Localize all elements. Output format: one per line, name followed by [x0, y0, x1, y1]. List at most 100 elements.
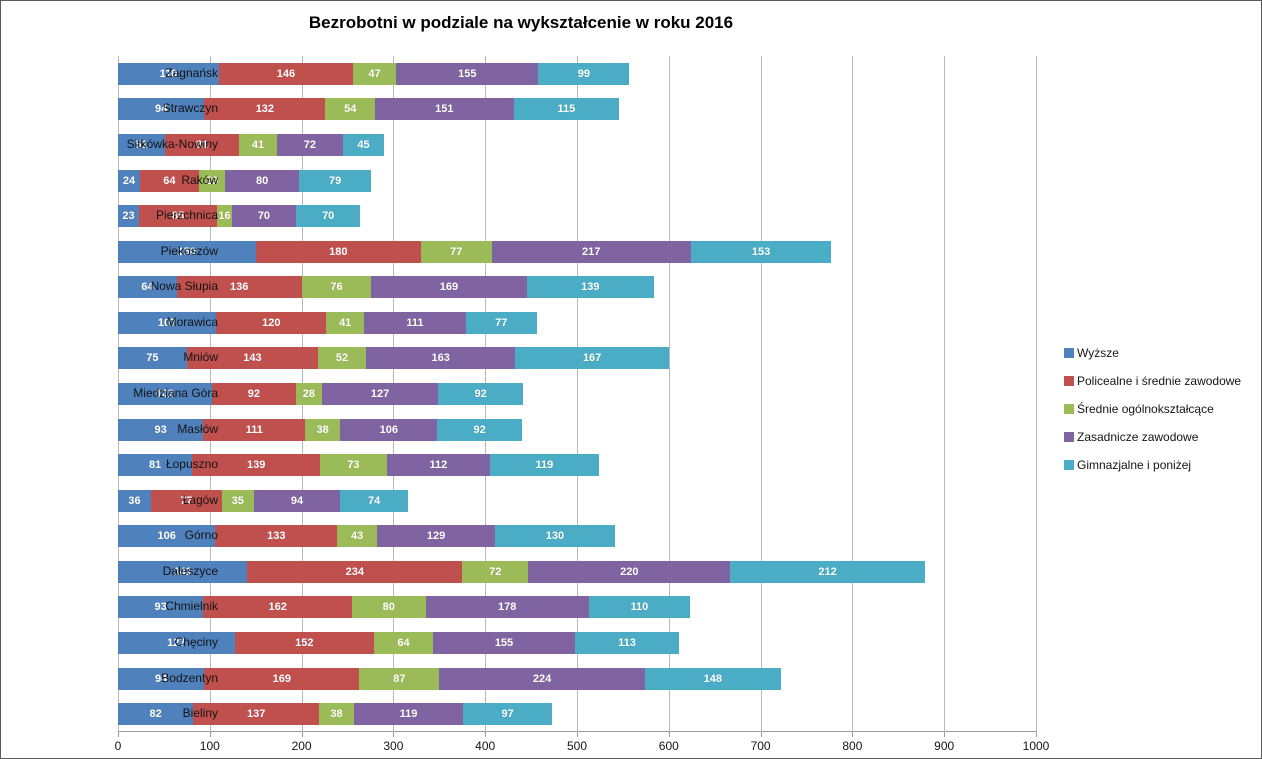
bar-segment: 77: [420, 240, 492, 263]
bar-segment: 75: [118, 347, 187, 370]
bar-segment-label: 136: [229, 281, 249, 294]
bar-segment: 133: [215, 525, 338, 548]
bar-segment-label: 155: [458, 67, 477, 80]
legend-item: Policealne i średnie zawodowe: [1064, 367, 1241, 395]
bar-segment: 64: [118, 276, 177, 299]
bar-segment: 45: [342, 133, 385, 156]
bar-segment: 85: [139, 205, 218, 228]
bar-segment-label: 152: [295, 637, 314, 650]
gridline: [1036, 56, 1037, 732]
bar-segment-label: 77: [180, 494, 193, 507]
bar-row: 82 137 38 119 97: [118, 703, 1036, 726]
bar-segment: 127: [118, 632, 235, 655]
gridline: [668, 56, 670, 732]
bar-segment-label: 80: [382, 601, 395, 614]
bar-segment: 152: [234, 632, 375, 655]
bar-segment-label: 43: [351, 530, 364, 543]
bar-segment-label: 47: [368, 67, 381, 80]
legend-item: Wyższe: [1064, 339, 1241, 367]
bar-segment-label: 212: [818, 565, 837, 578]
legend-marker-icon: [1064, 460, 1074, 470]
category-label: Zagnańsk: [165, 65, 218, 80]
legend-item: Gimnazjalne i poniżej: [1064, 451, 1241, 479]
x-tick-label: 600: [658, 739, 679, 753]
bar-segment-label: 110: [159, 67, 178, 80]
legend-label: Gimnazjalne i poniżej: [1077, 458, 1192, 472]
bar-segment-label: 94: [290, 494, 304, 507]
bar-segment-label: 76: [330, 281, 343, 294]
bar-segment: 94: [118, 98, 205, 121]
bar-segment-label: 143: [243, 352, 262, 365]
bar-segment: 23: [118, 205, 140, 228]
bar-segment-label: 137: [246, 708, 266, 721]
x-tick-label: 400: [475, 739, 496, 753]
bar-segment: 212: [730, 560, 925, 583]
bar-segment: 220: [528, 560, 731, 583]
bar-segment: 150: [118, 240, 256, 263]
bar-row: 36 77 35 94 74: [118, 489, 1036, 512]
bar-segment-label: 220: [620, 565, 639, 578]
bar-segment-label: 16: [218, 210, 231, 223]
bar-segment-label: 64: [141, 281, 154, 294]
bar-segment: 139: [526, 276, 655, 299]
bar-segment-label: 155: [494, 637, 514, 650]
category-label: Bodzentyn: [161, 670, 218, 685]
bar-segment: 81: [118, 454, 193, 477]
x-tick-label: 0: [114, 739, 122, 753]
bar-segment-label: 45: [357, 138, 370, 151]
category-label: Daleszyce: [162, 563, 218, 578]
bar-segment: 72: [276, 133, 343, 156]
bar-segment: 38: [319, 703, 354, 726]
bar-segment-label: 102: [155, 388, 174, 400]
bar-segment: 41: [239, 133, 277, 156]
bar-segment: 119: [353, 703, 464, 726]
bar-segment: 93: [118, 418, 204, 441]
bar-segment-label: 73: [347, 459, 360, 472]
bar-segment: 35: [221, 489, 254, 512]
bar-segment: 76: [301, 276, 372, 299]
bar-segment-label: 150: [177, 245, 197, 258]
bar-segment: 92: [438, 383, 523, 405]
bar-segment: 73: [319, 454, 387, 477]
x-tick-mark: [944, 732, 946, 737]
bar-segment-label: 77: [450, 245, 463, 258]
bar-segment-label: 41: [251, 138, 265, 151]
bar-segment: 64: [140, 169, 199, 192]
bar-segment-label: 167: [582, 352, 602, 365]
bar-segment-label: 54: [344, 103, 357, 116]
x-tick-label: 500: [566, 739, 588, 753]
bar-segment-label: 119: [399, 708, 418, 721]
x-tick-mark: [209, 732, 211, 737]
legend-marker-icon: [1064, 432, 1074, 442]
bar-row: 23 85 16 70 70: [118, 205, 1036, 228]
bar-row: 24 64 29 80 79: [118, 169, 1036, 192]
bar-segment-label: 217: [582, 245, 601, 258]
bar-row: 150 180 77 217 153: [118, 240, 1036, 263]
legend-label: Średnie ogólnokształcące: [1077, 402, 1214, 416]
category-label: Sitkówka-Nowiny: [126, 136, 218, 151]
bar-segment-label: 92: [474, 388, 487, 400]
bar-segment: 139: [192, 454, 320, 477]
x-tick-label: 800: [842, 739, 863, 753]
bar-segment: 77: [151, 489, 222, 512]
chart-title: Bezrobotni w podziale na wykształcenie w…: [308, 13, 734, 32]
bar-segment: 79: [298, 169, 372, 192]
bar-segment: 97: [463, 703, 553, 726]
bar-segment-label: 133: [267, 530, 286, 543]
x-tick-mark: [485, 732, 487, 737]
x-tick-label: 1000: [1022, 739, 1050, 753]
bar-segment: 38: [305, 418, 341, 441]
category-label: Miedziana Góra: [133, 386, 218, 400]
bar-segment-label: 139: [581, 281, 600, 294]
bar-segment-label: 35: [231, 494, 244, 507]
bar-segment-label: 106: [157, 530, 176, 543]
category-label: Strawczyn: [162, 101, 218, 116]
category-label: Chęciny: [174, 635, 218, 650]
bar-segment: 136: [176, 276, 302, 299]
bar-segment: 106: [118, 525, 216, 548]
bar-segment-label: 153: [751, 245, 771, 258]
bar-segment: 155: [432, 632, 576, 655]
bar-segment: 234: [247, 560, 463, 583]
bar-segment: 41: [326, 311, 364, 334]
bar-segment-label: 129: [426, 530, 446, 543]
